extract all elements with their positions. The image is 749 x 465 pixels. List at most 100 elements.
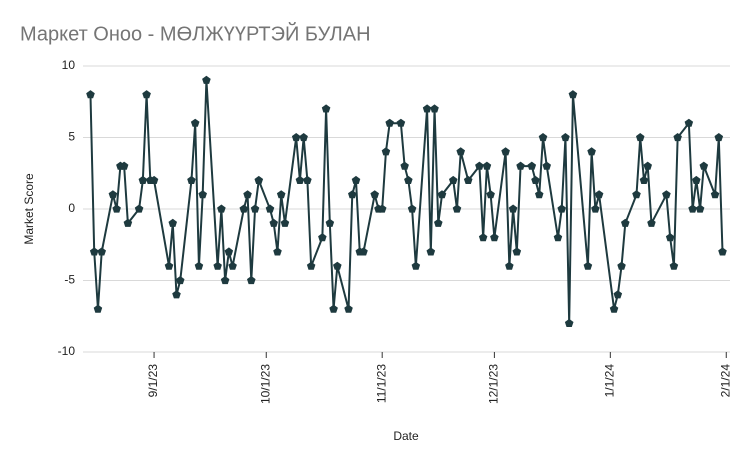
point bbox=[299, 133, 308, 142]
point bbox=[217, 204, 226, 213]
point bbox=[295, 175, 305, 184]
line bbox=[89, 80, 724, 324]
point bbox=[501, 147, 510, 156]
point bbox=[359, 247, 368, 256]
point bbox=[621, 218, 630, 227]
point bbox=[213, 261, 222, 270]
point bbox=[400, 161, 409, 170]
point bbox=[411, 261, 421, 270]
point bbox=[280, 218, 290, 227]
point bbox=[527, 161, 537, 170]
point bbox=[325, 218, 335, 227]
point bbox=[333, 261, 342, 270]
point bbox=[647, 218, 656, 227]
point bbox=[142, 90, 151, 99]
x-tick-label: 2/1/24 bbox=[718, 364, 732, 398]
point bbox=[168, 218, 177, 227]
point bbox=[89, 247, 99, 256]
point bbox=[119, 161, 129, 170]
point bbox=[583, 261, 593, 270]
point bbox=[486, 190, 495, 199]
point bbox=[351, 175, 361, 184]
point bbox=[437, 190, 447, 199]
point bbox=[250, 204, 260, 213]
y-axis-label: Market Score bbox=[22, 173, 36, 245]
point bbox=[123, 218, 133, 227]
point bbox=[265, 204, 275, 213]
point bbox=[321, 104, 331, 113]
point bbox=[198, 190, 207, 199]
point bbox=[561, 133, 570, 142]
point bbox=[692, 175, 701, 184]
y-tick-label: -10 bbox=[58, 344, 76, 358]
point bbox=[535, 190, 544, 199]
point bbox=[482, 161, 492, 170]
point bbox=[348, 190, 357, 199]
point bbox=[594, 190, 604, 199]
point bbox=[385, 118, 394, 127]
point bbox=[531, 175, 540, 184]
point bbox=[97, 247, 106, 256]
point bbox=[138, 175, 148, 184]
point bbox=[557, 204, 566, 213]
point bbox=[665, 233, 675, 242]
point bbox=[456, 147, 465, 156]
point bbox=[673, 133, 682, 142]
point bbox=[407, 204, 417, 213]
point bbox=[475, 161, 484, 170]
point bbox=[381, 147, 391, 156]
point bbox=[306, 261, 316, 270]
x-tick-label: 1/1/24 bbox=[602, 364, 616, 398]
point bbox=[632, 190, 641, 199]
point bbox=[172, 290, 181, 299]
point bbox=[587, 147, 596, 156]
point bbox=[396, 118, 406, 127]
point bbox=[224, 247, 234, 256]
point bbox=[273, 247, 282, 256]
point bbox=[430, 104, 439, 113]
point bbox=[202, 75, 211, 84]
point bbox=[239, 204, 249, 213]
y-tick-label: 5 bbox=[68, 130, 75, 144]
x-tick-label: 9/1/23 bbox=[146, 364, 160, 398]
point bbox=[291, 133, 301, 142]
point bbox=[718, 247, 727, 256]
point bbox=[643, 161, 652, 170]
point bbox=[538, 133, 548, 142]
y-tick-label: 10 bbox=[62, 58, 76, 72]
point bbox=[684, 118, 694, 127]
point bbox=[164, 261, 174, 270]
point bbox=[710, 190, 720, 199]
point bbox=[512, 247, 522, 256]
point bbox=[276, 190, 286, 199]
point bbox=[176, 276, 185, 285]
point bbox=[508, 204, 518, 213]
point bbox=[344, 304, 353, 313]
point bbox=[553, 233, 563, 242]
point bbox=[426, 247, 436, 256]
point bbox=[190, 118, 200, 127]
point bbox=[669, 261, 679, 270]
point bbox=[329, 304, 338, 313]
point bbox=[688, 204, 697, 213]
point bbox=[613, 290, 623, 299]
point bbox=[662, 190, 671, 199]
point bbox=[254, 175, 264, 184]
point bbox=[194, 261, 204, 270]
point bbox=[695, 204, 705, 213]
point bbox=[609, 304, 619, 313]
y-tick-label: -5 bbox=[64, 273, 75, 287]
point bbox=[187, 175, 196, 184]
x-tick-label: 10/1/23 bbox=[258, 364, 272, 404]
point bbox=[564, 318, 574, 327]
point bbox=[542, 161, 551, 170]
point bbox=[269, 218, 278, 227]
point bbox=[134, 204, 144, 213]
point bbox=[247, 276, 256, 285]
point bbox=[93, 304, 103, 313]
point bbox=[404, 175, 413, 184]
point bbox=[318, 233, 327, 242]
point bbox=[108, 190, 118, 199]
point bbox=[228, 261, 237, 270]
